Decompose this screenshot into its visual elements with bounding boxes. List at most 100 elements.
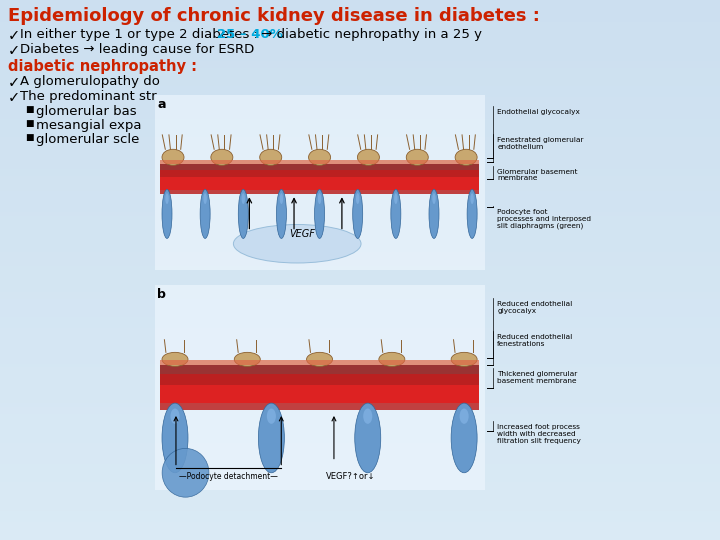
Bar [0, 241, 720, 245]
Text: ✓: ✓ [8, 90, 20, 105]
Bar [0, 147, 720, 151]
Bar [0, 313, 720, 317]
Bar [0, 123, 720, 126]
Bar [0, 54, 720, 58]
Bar [0, 47, 720, 50]
Ellipse shape [394, 193, 397, 204]
Bar [0, 295, 720, 299]
Bar [160, 160, 479, 164]
Ellipse shape [162, 149, 184, 165]
Text: diabetic nephropathy :: diabetic nephropathy : [8, 59, 197, 74]
Text: A glomerulopathy do: A glomerulopathy do [20, 75, 160, 88]
Bar [0, 439, 720, 443]
Bar [0, 339, 720, 342]
Bar [0, 346, 720, 349]
Bar [0, 101, 720, 104]
Bar [0, 162, 720, 166]
Bar [0, 299, 720, 302]
Text: VEGF: VEGF [289, 229, 315, 239]
Bar [0, 522, 720, 525]
Text: ■: ■ [25, 105, 34, 114]
Bar [0, 382, 720, 385]
Bar [0, 140, 720, 144]
Bar [0, 11, 720, 15]
Text: ✓: ✓ [8, 43, 20, 58]
Bar [0, 36, 720, 39]
Bar [0, 320, 720, 324]
Bar [0, 223, 720, 227]
Bar [0, 425, 720, 428]
Bar [0, 443, 720, 447]
Text: b: b [157, 288, 166, 301]
Bar [160, 365, 479, 374]
Bar [0, 277, 720, 281]
Ellipse shape [234, 352, 261, 366]
Bar [0, 158, 720, 162]
Bar [0, 7, 720, 11]
Bar [0, 400, 720, 403]
Bar [160, 170, 479, 178]
Text: VEGF?↑or↓: VEGF?↑or↓ [326, 471, 375, 481]
Ellipse shape [470, 193, 474, 204]
Bar [0, 112, 720, 115]
Bar [0, 58, 720, 61]
Bar [160, 164, 479, 170]
Bar [0, 309, 720, 313]
Ellipse shape [307, 352, 333, 366]
Bar [0, 417, 720, 421]
Bar [160, 190, 479, 194]
Bar [0, 421, 720, 425]
Bar [0, 335, 720, 339]
Bar [0, 29, 720, 32]
Bar [0, 173, 720, 177]
Bar [0, 454, 720, 457]
Bar [0, 43, 720, 47]
Text: The predominant str: The predominant str [20, 90, 157, 103]
Bar [0, 482, 720, 486]
Bar [0, 69, 720, 72]
Bar [0, 104, 720, 108]
Text: Glomerular basement
membrane: Glomerular basement membrane [498, 168, 577, 181]
Bar [0, 191, 720, 194]
Ellipse shape [353, 190, 363, 239]
Bar [0, 317, 720, 320]
Bar [0, 461, 720, 464]
Bar [0, 39, 720, 43]
Bar [0, 184, 720, 187]
Bar [0, 238, 720, 241]
Bar [0, 292, 720, 295]
Text: ✓: ✓ [8, 28, 20, 43]
Text: a: a [157, 98, 166, 111]
Bar [0, 450, 720, 454]
Bar [0, 65, 720, 69]
Bar [0, 180, 720, 184]
Bar [0, 342, 720, 346]
Text: Endothelial glycocalyx: Endothelial glycocalyx [498, 109, 580, 115]
Bar [0, 353, 720, 356]
Text: Reduced endothelial
fenestrations: Reduced endothelial fenestrations [498, 334, 572, 347]
Bar [0, 281, 720, 285]
Bar [0, 263, 720, 266]
Ellipse shape [258, 403, 284, 473]
Bar [0, 533, 720, 536]
Bar [0, 403, 720, 407]
Text: Diabetes → leading cause for ESRD: Diabetes → leading cause for ESRD [20, 43, 254, 56]
Bar [0, 393, 720, 396]
Ellipse shape [315, 190, 325, 239]
Bar [0, 396, 720, 400]
Bar [0, 529, 720, 533]
Bar [0, 18, 720, 22]
Bar [160, 403, 479, 410]
Ellipse shape [203, 193, 207, 204]
Bar [0, 360, 720, 363]
Text: Fenestrated glomerular
endothelium: Fenestrated glomerular endothelium [498, 137, 584, 150]
Bar [0, 4, 720, 7]
Bar [0, 270, 720, 274]
Bar [0, 108, 720, 112]
Text: 25 – 40%: 25 – 40% [217, 28, 283, 41]
Ellipse shape [238, 190, 248, 239]
Ellipse shape [363, 409, 372, 424]
Bar [0, 497, 720, 501]
Ellipse shape [260, 149, 282, 165]
Bar [0, 126, 720, 130]
